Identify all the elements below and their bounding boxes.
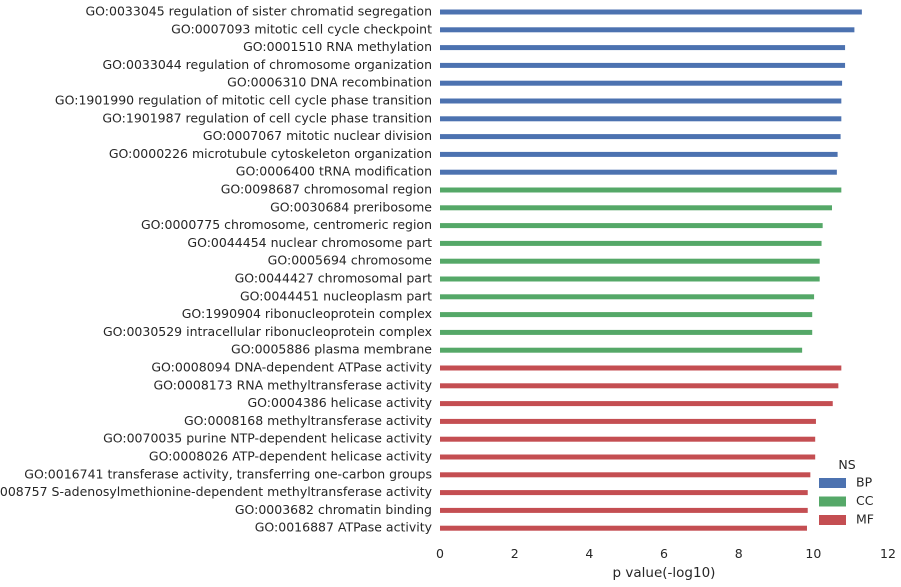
x-tick-label: 6: [660, 546, 668, 561]
category-label: GO:0044451 nucleoplasm part: [240, 288, 432, 303]
bar: [440, 383, 839, 389]
category-label: GO:0005886 plasma membrane: [231, 342, 432, 357]
legend-swatch: [819, 478, 846, 488]
category-label: GO:0030684 preribosome: [270, 199, 432, 214]
bar: [440, 240, 822, 246]
x-tick-label: 2: [511, 546, 519, 561]
bar: [440, 472, 811, 478]
bars-layer: [440, 9, 862, 531]
bar: [440, 151, 838, 157]
category-label: GO:0008173 RNA methyltransferase activit…: [153, 377, 432, 392]
category-label: GO:0044427 chromosomal part: [235, 271, 432, 286]
x-tick-label: 0: [436, 546, 444, 561]
bar: [440, 205, 832, 211]
category-label: GO:0008026 ATP-dependent helicase activi…: [149, 449, 433, 464]
category-label: GO:0003682 chromatin binding: [235, 502, 432, 517]
bar: [440, 62, 846, 68]
category-label: GO:0004386 helicase activity: [247, 395, 432, 410]
bar: [440, 98, 842, 104]
legend-swatch: [819, 515, 846, 525]
category-label: GO:0008094 DNA-dependent ATPase activity: [151, 360, 432, 375]
category-label: GO:1901987 regulation of cell cycle phas…: [102, 110, 432, 125]
category-label: GO:0033044 regulation of chromosome orga…: [103, 57, 433, 72]
category-label: GO:0008757 S-adenosylmethionine-dependen…: [0, 484, 433, 499]
category-label: GO:0007093 mitotic cell cycle checkpoint: [171, 21, 432, 36]
legend-label: CC: [856, 493, 874, 508]
category-label: GO:0001510 RNA methylation: [243, 39, 432, 54]
bar: [440, 454, 816, 460]
x-axis-title: p value(-log10): [613, 565, 716, 581]
category-label: GO:0007067 mitotic nuclear division: [203, 128, 432, 143]
bar: [440, 116, 842, 122]
bar: [440, 490, 808, 496]
legend-entries: BP CC MF: [819, 475, 874, 527]
bar: [440, 9, 862, 15]
bar: [440, 187, 842, 193]
bar: [440, 329, 813, 335]
bar: [440, 507, 808, 513]
bar: [440, 436, 816, 442]
category-label: GO:0030529 intracellular ribonucleoprote…: [103, 324, 432, 339]
category-label: GO:0016887 ATPase activity: [255, 520, 433, 535]
bar: [440, 525, 807, 531]
x-tick-label: 8: [735, 546, 743, 561]
bar: [440, 223, 823, 229]
bar: [440, 169, 837, 175]
legend-title: NS: [838, 457, 855, 472]
bar: [440, 27, 855, 33]
category-label: GO:0000226 microtubule cytoskeleton orga…: [109, 146, 432, 161]
legend: NS BP CC MF: [819, 457, 874, 527]
category-label: GO:0098687 chromosomal region: [221, 182, 432, 197]
category-label: GO:0006310 DNA recombination: [227, 75, 432, 90]
x-tick-label: 10: [805, 546, 821, 561]
bar: [440, 276, 820, 282]
x-axis-ticks: 0 2 4 6 8 10 12: [436, 546, 896, 561]
bar: [440, 80, 843, 86]
category-label: GO:1901990 regulation of mitotic cell cy…: [55, 93, 432, 108]
x-tick-label: 12: [880, 546, 896, 561]
bar: [440, 347, 803, 353]
bar: [440, 45, 846, 51]
bar: [440, 418, 816, 424]
legend-swatch: [819, 496, 846, 507]
category-label: GO:0005694 chromosome: [268, 253, 433, 268]
bar: [440, 294, 815, 300]
bar: [440, 365, 842, 371]
bar: [440, 258, 820, 264]
category-label: GO:0033045 regulation of sister chromati…: [85, 4, 432, 19]
category-labels: GO:0033045 regulation of sister chromati…: [0, 4, 433, 535]
category-label: GO:0044454 nuclear chromosome part: [187, 235, 432, 250]
bar: [440, 134, 841, 140]
category-label: GO:0008168 methyltransferase activity: [184, 413, 433, 428]
x-tick-label: 4: [585, 546, 593, 561]
category-label: GO:0016741 transferase activity, transfe…: [24, 466, 432, 481]
category-label: GO:0070035 purine NTP-dependent helicase…: [103, 431, 433, 446]
category-label: GO:0006400 tRNA modification: [236, 164, 432, 179]
bar: [440, 312, 813, 318]
legend-label: MF: [856, 512, 874, 527]
legend-label: BP: [856, 475, 873, 490]
bar: [440, 401, 833, 407]
category-label: GO:1990904 ribonucleoprotein complex: [182, 306, 432, 321]
category-label: GO:0000775 chromosome, centromeric regio…: [141, 217, 432, 232]
